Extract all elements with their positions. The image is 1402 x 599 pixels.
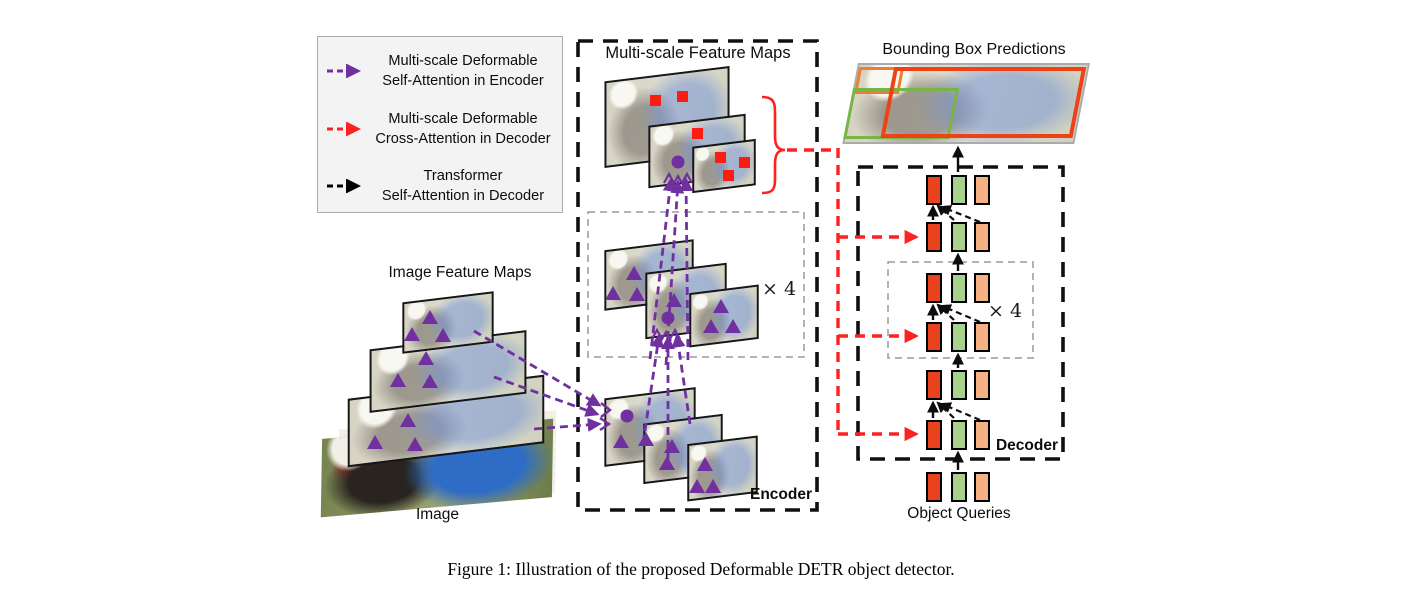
decoder-token (926, 370, 942, 400)
decoder-token (926, 273, 942, 303)
object-queries-label: Object Queries (907, 505, 1011, 522)
legend-item-ms-cross-attention: Multi-scale Deformable Cross-Attention i… (324, 109, 556, 149)
decoder-repeat-label: × 4 (988, 300, 1023, 322)
encoder-title: Multi-scale Feature Maps (605, 44, 791, 62)
legend-item-label: Multi-scale Deformable Cross-Attention i… (370, 109, 556, 149)
predicted-bbox-red (880, 67, 1087, 138)
legend-item-label: Transformer Self-Attention in Decoder (370, 166, 556, 206)
decoder-token (926, 322, 942, 352)
purple-dashed-arrow-icon (327, 64, 361, 79)
decoder-token (926, 222, 942, 252)
encoder-top-map-small (692, 138, 756, 194)
decoder-token (926, 420, 942, 450)
decoder-box (856, 165, 1065, 461)
encoder-mid-map-small (689, 284, 759, 348)
legend-item-label: Multi-scale Deformable Self-Attention in… (370, 51, 556, 91)
encoder-label: Encoder (749, 486, 812, 503)
decoder-token (974, 322, 990, 352)
legend-label-line1: Transformer (423, 168, 503, 184)
decoder-token (974, 222, 990, 252)
decoder-token (926, 175, 942, 205)
prediction-image (842, 63, 1090, 144)
black-dashed-arrow-icon (327, 179, 361, 194)
image-label: Image (415, 506, 460, 523)
legend: Multi-scale Deformable Self-Attention in… (317, 36, 563, 213)
legend-label-line1: Multi-scale Deformable (388, 111, 538, 127)
legend-item-transformer-self-attention: Transformer Self-Attention in Decoder (324, 166, 556, 206)
decoder-token (951, 370, 967, 400)
decoder-token (951, 222, 967, 252)
figure-caption: Figure 1: Illustration of the proposed D… (447, 559, 955, 579)
object-query-token (974, 472, 990, 502)
legend-label-line2: Self-Attention in Encoder (382, 73, 544, 90)
decoder-token (974, 370, 990, 400)
red-dashed-arrow-icon (327, 122, 361, 137)
decoder-token (974, 420, 990, 450)
image-feature-maps-title: Image Feature Maps (388, 264, 532, 281)
encoder-repeat-label: × 4 (762, 278, 797, 300)
decoder-token (951, 175, 967, 205)
decoder-token (951, 273, 967, 303)
bounding-box-predictions-title: Bounding Box Predictions (882, 41, 1066, 58)
legend-label-line1: Multi-scale Deformable (388, 53, 538, 69)
legend-item-ms-self-attention: Multi-scale Deformable Self-Attention in… (324, 51, 556, 91)
cross-attention-connectors (787, 148, 919, 442)
legend-label-line2: Self-Attention in Decoder (381, 188, 545, 205)
object-query-token (951, 472, 967, 502)
legend-label-line2: Cross-Attention in Decoder (375, 131, 551, 148)
object-query-token (926, 472, 942, 502)
decoder-token (951, 322, 967, 352)
decoder-token (974, 175, 990, 205)
decoder-token (974, 273, 990, 303)
encoder-output-brace (761, 95, 786, 195)
decoder-token (951, 420, 967, 450)
